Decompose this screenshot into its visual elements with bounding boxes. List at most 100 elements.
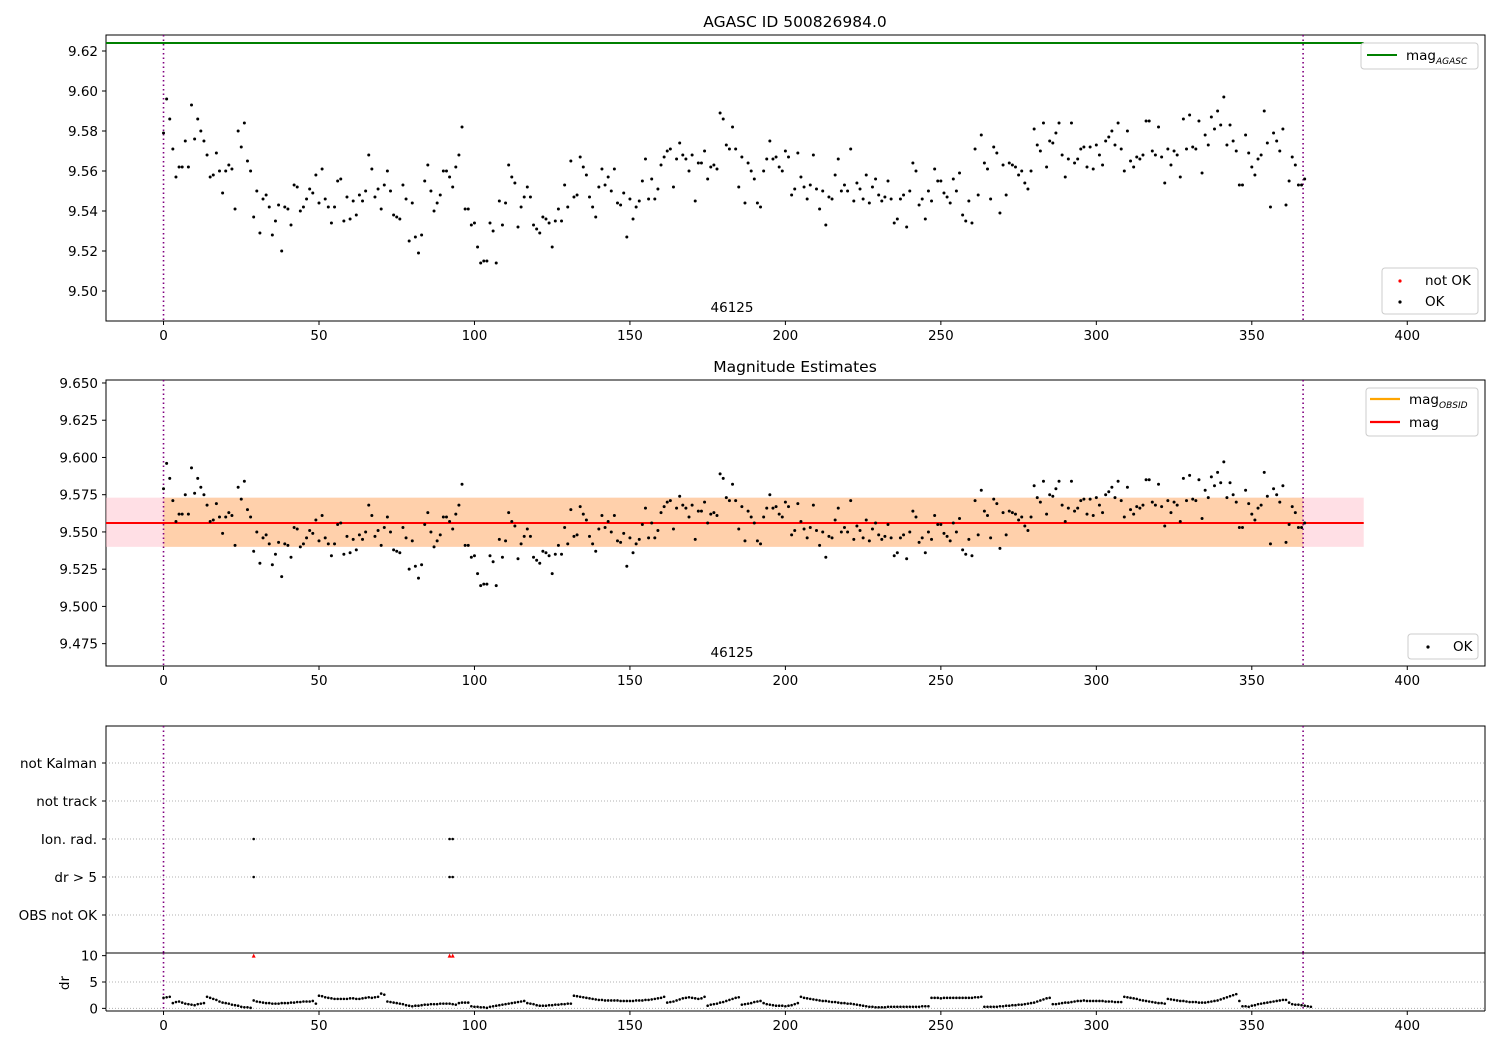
magnitude-point xyxy=(948,539,952,543)
magnitude-point xyxy=(292,525,296,529)
flag-point xyxy=(451,875,454,879)
magnitude-point xyxy=(892,554,896,558)
dr-point xyxy=(746,1002,750,1005)
magnitude-point xyxy=(1063,175,1067,179)
magnitude-point xyxy=(1278,149,1282,153)
magnitude-point xyxy=(1303,521,1307,525)
legend-points-p2[interactable]: OK xyxy=(1407,633,1479,660)
magnitude-point xyxy=(1175,153,1179,157)
magnitude-point xyxy=(1088,497,1092,501)
magnitude-point xyxy=(385,515,389,519)
magnitude-point xyxy=(600,167,604,171)
magnitude-point xyxy=(538,231,542,235)
magnitude-point xyxy=(283,542,287,546)
dr-point xyxy=(896,1005,899,1009)
dr-point xyxy=(162,996,165,1000)
magnitude-point xyxy=(1035,496,1039,500)
magnitude-point xyxy=(314,518,318,522)
magnitude-point xyxy=(643,157,647,161)
magnitude-point xyxy=(1013,512,1017,516)
dr-point xyxy=(1023,1002,1027,1006)
magnitude-point xyxy=(678,141,682,145)
magnitude-point xyxy=(547,221,551,225)
dr-point xyxy=(333,997,336,1001)
dr-point xyxy=(799,995,803,999)
x-tick-label: 200 xyxy=(773,1018,799,1034)
magnitude-point xyxy=(236,485,240,489)
magnitude-point xyxy=(354,548,358,552)
magnitude-point xyxy=(724,496,728,500)
dr-point xyxy=(958,996,961,1000)
magnitude-point xyxy=(1129,508,1133,512)
magnitude-point xyxy=(1013,165,1017,169)
dr-point xyxy=(442,1002,445,1005)
magnitude-point xyxy=(1284,203,1288,207)
magnitude-point xyxy=(395,215,399,219)
magnitude-point xyxy=(1132,512,1136,516)
dr-point xyxy=(774,1004,778,1008)
magnitude-point xyxy=(373,534,377,538)
magnitude-point xyxy=(1097,503,1101,507)
magnitude-point xyxy=(190,466,194,470)
legend-points-p1[interactable]: not OK OK xyxy=(1381,267,1479,315)
x-tick-label: 250 xyxy=(928,673,954,689)
magnitude-point xyxy=(1079,147,1083,151)
magnitude-point xyxy=(168,117,172,121)
magnitude-point xyxy=(1265,494,1269,498)
panel-magnitude-estimates: Magnitude Estimates 0 50 100 150 200 250 300 35… xyxy=(59,358,1486,689)
dr-point xyxy=(662,995,666,999)
legend-mag-agasc[interactable]: magAGASC xyxy=(1360,42,1479,70)
legend-mag-lines[interactable]: magOBSID mag xyxy=(1365,387,1479,437)
magnitude-point xyxy=(441,169,445,173)
magnitude-point xyxy=(1178,520,1182,524)
dr-point xyxy=(675,999,678,1002)
magnitude-point xyxy=(311,531,315,535)
magnitude-point xyxy=(283,205,287,209)
magnitude-point xyxy=(578,155,582,159)
magnitude-point xyxy=(1244,133,1248,137)
magnitude-point xyxy=(510,520,514,524)
magnitude-point xyxy=(671,527,675,531)
x-tick-label: 400 xyxy=(1394,673,1420,689)
magnitude-point xyxy=(867,201,871,205)
magnitude-point xyxy=(423,179,427,183)
magnitude-point xyxy=(746,509,750,513)
dr-point xyxy=(961,996,964,1000)
magnitude-point xyxy=(333,542,337,546)
magnitude-point xyxy=(162,487,166,491)
x-tick-label: 50 xyxy=(310,673,327,689)
magnitude-point xyxy=(494,584,498,588)
magnitude-point xyxy=(382,525,386,529)
magnitude-point xyxy=(653,197,657,201)
magnitude-point xyxy=(640,179,644,183)
magnitude-point xyxy=(687,515,691,519)
magnitude-point xyxy=(1113,143,1117,147)
magnitude-point xyxy=(911,161,915,165)
dr-point xyxy=(395,1001,399,1005)
magnitude-point xyxy=(849,499,853,503)
legend-label: not OK xyxy=(1425,273,1472,289)
magnitude-point xyxy=(1076,506,1080,510)
magnitude-point xyxy=(1300,525,1304,529)
magnitude-point xyxy=(1259,153,1263,157)
dr-point xyxy=(345,997,349,1001)
magnitude-point xyxy=(783,500,787,504)
magnitude-point xyxy=(177,512,181,516)
magnitude-point xyxy=(970,554,974,558)
magnitude-point xyxy=(703,500,707,504)
magnitude-point xyxy=(1085,512,1089,516)
dr-point xyxy=(1048,996,1051,1000)
magnitude-point xyxy=(930,199,934,203)
magnitude-point xyxy=(448,175,452,179)
legend-point-swatch xyxy=(1398,279,1402,283)
magnitude-point xyxy=(357,533,361,537)
magnitude-point xyxy=(768,493,772,497)
x-tick-label: 50 xyxy=(310,1018,327,1034)
dr-point xyxy=(1079,999,1083,1003)
magnitude-point xyxy=(444,169,448,173)
magnitude-point xyxy=(1104,493,1108,497)
magnitude-point xyxy=(451,185,455,189)
dr-point xyxy=(815,998,818,1002)
magnitude-point xyxy=(1219,481,1223,485)
magnitude-point xyxy=(1240,183,1244,187)
